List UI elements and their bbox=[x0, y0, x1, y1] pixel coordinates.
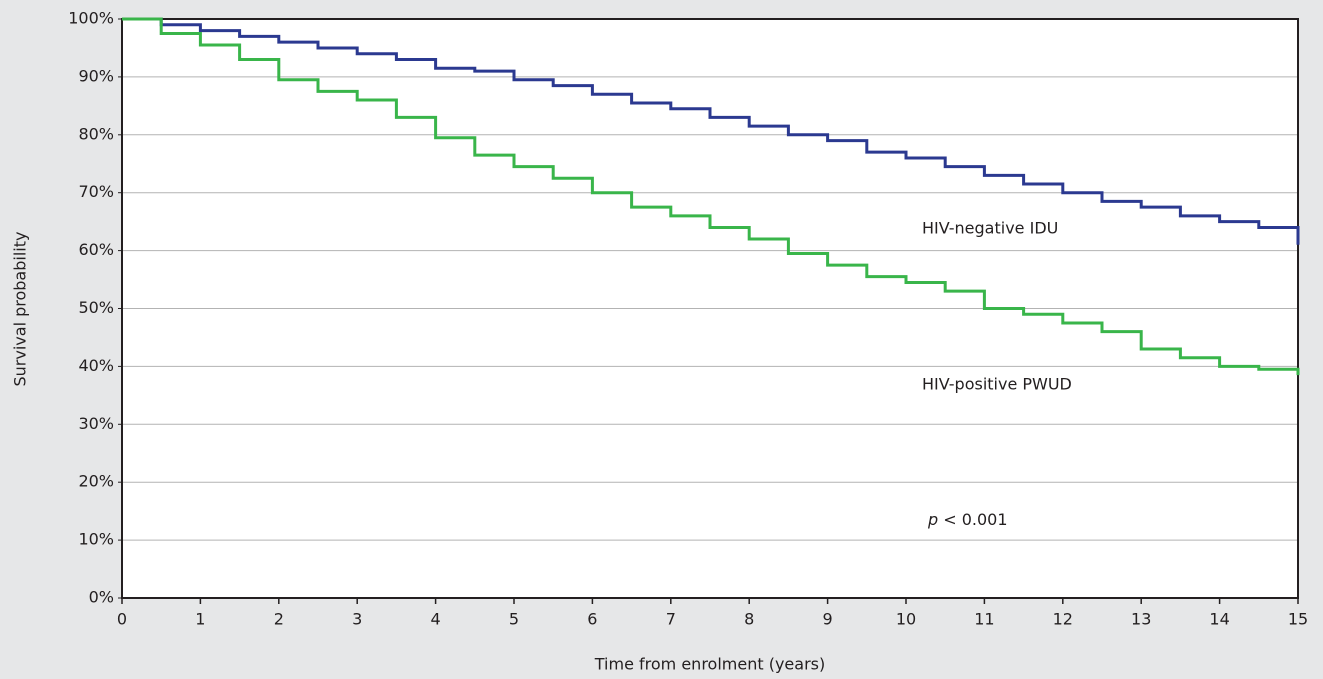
y-tick-label: 20% bbox=[78, 472, 114, 491]
y-tick-label: 60% bbox=[78, 240, 114, 259]
x-tick-label: 3 bbox=[352, 610, 362, 629]
x-axis-label: Time from enrolment (years) bbox=[594, 655, 825, 674]
x-tick-label: 0 bbox=[117, 610, 127, 629]
y-tick-label: 80% bbox=[78, 124, 114, 143]
y-tick-label: 70% bbox=[78, 182, 114, 201]
x-tick-label: 12 bbox=[1053, 610, 1073, 629]
plot-frame bbox=[121, 18, 1299, 599]
series-label: HIV-positive PWUD bbox=[922, 375, 1072, 394]
x-tick-label: 7 bbox=[666, 610, 676, 629]
x-tick-label: 5 bbox=[509, 610, 519, 629]
y-tick-label: 90% bbox=[78, 66, 114, 85]
x-tick-label: 8 bbox=[744, 610, 754, 629]
x-tick-label: 15 bbox=[1288, 610, 1308, 629]
x-tick-label: 6 bbox=[587, 610, 597, 629]
y-tick-label: 50% bbox=[78, 298, 114, 317]
x-tick-label: 13 bbox=[1131, 610, 1151, 629]
annotation: p < 0.001 bbox=[927, 510, 1008, 529]
y-tick-label: 0% bbox=[89, 588, 114, 607]
x-tick-label: 9 bbox=[823, 610, 833, 629]
y-tick-label: 40% bbox=[78, 356, 114, 375]
x-tick-label: 14 bbox=[1209, 610, 1229, 629]
series-label: HIV-negative IDU bbox=[922, 219, 1058, 238]
y-axis-label: Survival probability bbox=[11, 232, 30, 387]
survival-line bbox=[122, 17, 1300, 245]
x-tick-label: 1 bbox=[195, 610, 205, 629]
y-tick-label: 100% bbox=[68, 9, 114, 28]
x-tick-label: 2 bbox=[274, 610, 284, 629]
y-tick-label: 10% bbox=[78, 530, 114, 549]
x-tick-label: 11 bbox=[974, 610, 994, 629]
y-tick-label: 30% bbox=[78, 414, 114, 433]
x-tick-label: 10 bbox=[896, 610, 916, 629]
x-tick-label: 4 bbox=[431, 610, 441, 629]
survival-line bbox=[122, 17, 1300, 376]
